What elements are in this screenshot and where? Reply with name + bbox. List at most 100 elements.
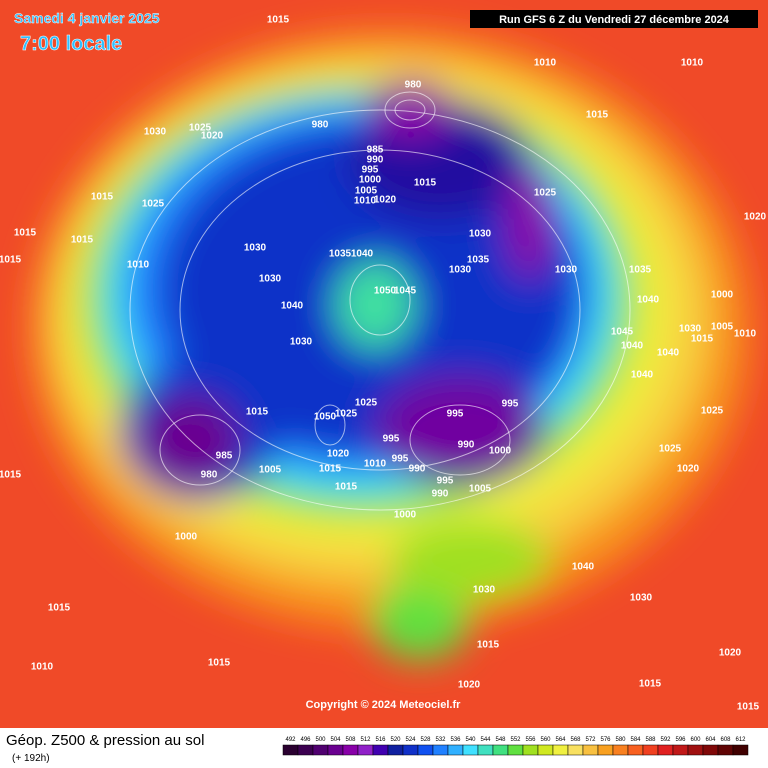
pressure-label: 1040 — [657, 348, 680, 359]
pressure-label: 1000 — [394, 510, 417, 521]
legend-swatch — [357, 744, 374, 756]
pressure-label: 990 — [432, 489, 449, 500]
legend-swatch — [462, 744, 479, 756]
pressure-label: 1015 — [91, 192, 114, 203]
copyright: Copyright © 2024 Meteociel.fr — [306, 699, 462, 711]
legend-swatch — [327, 744, 344, 756]
footer-title: Géop. Z500 & pression au sol — [6, 732, 204, 749]
pressure-label: 1000 — [489, 446, 512, 457]
pressure-label: 985 — [216, 451, 233, 462]
pressure-label: 1030 — [630, 593, 653, 604]
pressure-label: 1005 — [259, 465, 282, 476]
pressure-label: 1040 — [281, 301, 304, 312]
pressure-label: 995 — [392, 454, 409, 465]
pressure-label: 1030 — [555, 265, 578, 276]
legend-label: 516 — [375, 737, 386, 743]
pressure-label: 1015 — [14, 228, 37, 239]
pressure-label: 995 — [447, 409, 464, 420]
pressure-label: 1025 — [701, 406, 724, 417]
pressure-label: 1005 — [711, 322, 734, 333]
pressure-label: 1005 — [469, 484, 492, 495]
pressure-label: 1030 — [290, 337, 313, 348]
legend-label: 504 — [330, 737, 341, 743]
legend-swatch — [477, 744, 494, 756]
legend-swatch — [687, 744, 704, 756]
pressure-label: 1025 — [142, 199, 165, 210]
legend-swatch — [387, 744, 404, 756]
run-box — [470, 10, 758, 28]
pressure-label: 1035 — [329, 249, 352, 260]
legend-swatch — [567, 744, 584, 756]
legend-label: 564 — [555, 737, 566, 743]
pressure-label: 995 — [383, 434, 400, 445]
pressure-label: 995 — [502, 399, 519, 410]
legend-label: 576 — [600, 737, 611, 743]
legend-swatch — [297, 744, 314, 756]
legend-swatch — [537, 744, 554, 756]
legend-label: 584 — [630, 737, 641, 743]
legend-label: 500 — [315, 737, 326, 743]
pressure-label: 980 — [405, 80, 422, 91]
pressure-label: 1045 — [394, 286, 417, 297]
pressure-label: 995 — [362, 165, 379, 176]
pressure-label: 1015 — [477, 640, 500, 651]
legend-swatch — [672, 744, 689, 756]
legend-swatch — [312, 744, 329, 756]
pressure-label: 1000 — [175, 532, 198, 543]
pressure-label: 1050 — [374, 286, 397, 297]
legend-swatch — [657, 744, 674, 756]
legend-swatch — [627, 744, 644, 756]
lead-time: (+ 192h) — [12, 753, 50, 764]
legend-swatch — [732, 744, 749, 756]
legend-label: 536 — [450, 737, 461, 743]
pressure-label: 995 — [437, 476, 454, 487]
legend-label: 556 — [525, 737, 536, 743]
pressure-label: 990 — [409, 464, 426, 475]
pressure-label: 1010 — [354, 196, 377, 207]
pressure-label: 1010 — [364, 459, 387, 470]
pressure-label: 1040 — [621, 341, 644, 352]
pressure-label: 1020 — [201, 131, 224, 142]
pressure-label: 1040 — [351, 249, 374, 260]
legend-swatch — [582, 744, 599, 756]
time: 7:00 locale — [20, 33, 122, 55]
pressure-label: 1020 — [327, 449, 350, 460]
legend-label: 608 — [720, 737, 731, 743]
legend-swatch — [417, 744, 434, 756]
pressure-label: 1015 — [586, 110, 609, 121]
legend-swatch — [642, 744, 659, 756]
pressure-label: 1015 — [0, 470, 22, 481]
pressure-label: 1010 — [31, 662, 54, 673]
legend-swatch — [552, 744, 569, 756]
legend-label: 540 — [465, 737, 476, 743]
legend-label: 512 — [360, 737, 371, 743]
pressure-label: 1035 — [467, 255, 490, 266]
pressure-label: 1015 — [267, 15, 290, 26]
legend-label: 560 — [540, 737, 551, 743]
pressure-label: 1030 — [469, 229, 492, 240]
legend-swatch — [432, 744, 449, 756]
pressure-label: 990 — [367, 155, 384, 166]
pressure-label: 1045 — [611, 327, 634, 338]
pressure-label: 1030 — [144, 127, 167, 138]
legend-swatch — [492, 744, 509, 756]
legend-swatch — [342, 744, 359, 756]
pressure-label: 980 — [201, 470, 218, 481]
pressure-label: 1010 — [734, 329, 757, 340]
legend-label: 492 — [285, 737, 296, 743]
pressure-label: 1010 — [534, 58, 557, 69]
pressure-label: 1025 — [189, 123, 212, 134]
pressure-label: 1020 — [719, 648, 742, 659]
legend-swatch — [372, 744, 389, 756]
pressure-label: 1010 — [681, 58, 704, 69]
legend-label: 572 — [585, 737, 596, 743]
pressure-label: 985 — [367, 145, 384, 156]
pressure-label: 1050 — [314, 412, 337, 423]
pressure-label: 1015 — [335, 482, 358, 493]
legend-label: 524 — [405, 737, 416, 743]
run-info: Run GFS 6 Z du Vendredi 27 décembre 2024 — [499, 14, 730, 26]
legend-label: 592 — [660, 737, 671, 743]
legend-swatch — [282, 744, 299, 756]
